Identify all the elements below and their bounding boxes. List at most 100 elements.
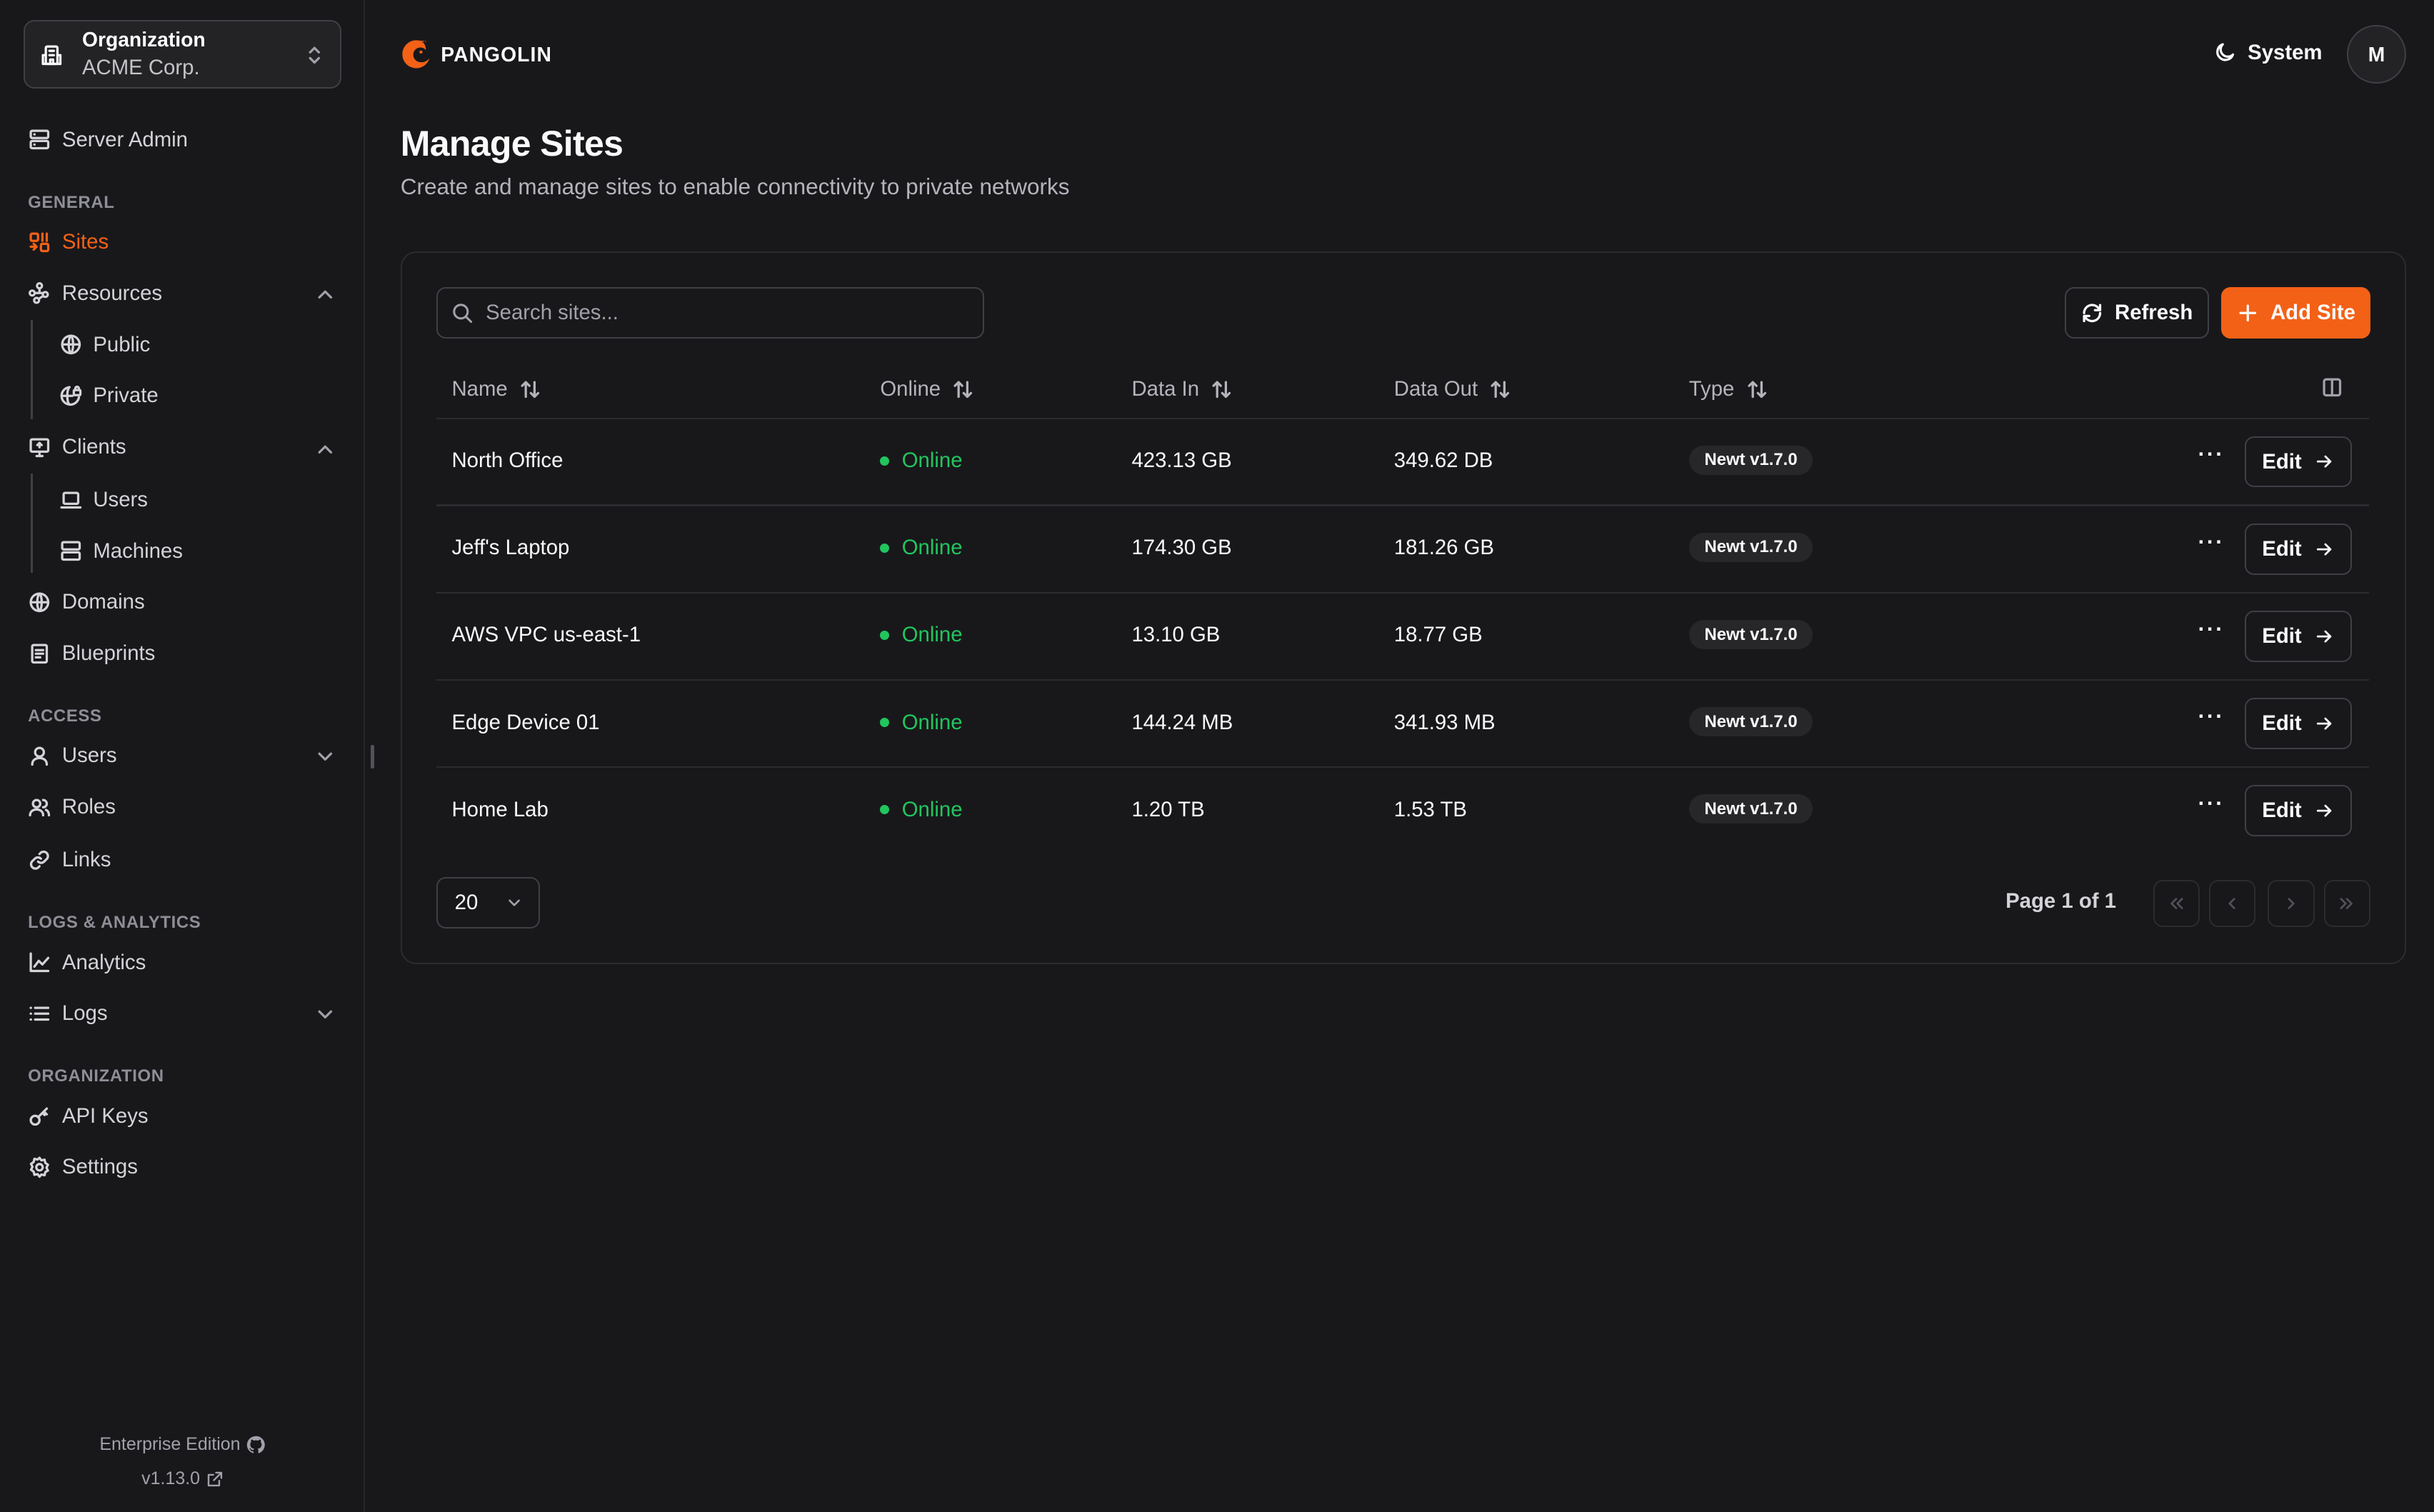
edit-button[interactable]: Edit xyxy=(2244,785,2352,837)
sidebar-item-resources[interactable]: Resources xyxy=(28,278,162,309)
site-name[interactable]: Home Lab xyxy=(451,797,549,821)
section-logs: LOGS & ANALYTICS xyxy=(28,913,201,932)
section-general: GENERAL xyxy=(28,192,115,212)
edit-button[interactable]: Edit xyxy=(2244,698,2352,749)
brand-logo[interactable]: PANGOLIN xyxy=(399,37,552,71)
first-page-button[interactable] xyxy=(2153,880,2200,927)
sidebar-item-machines[interactable]: Machines xyxy=(59,536,183,566)
add-site-button[interactable]: Add Site xyxy=(2221,287,2370,339)
more-actions-icon[interactable]: ··· xyxy=(2198,616,2225,641)
sidebar-item-links[interactable]: Links xyxy=(28,844,111,875)
sidebar-item-clients[interactable]: Clients xyxy=(28,431,126,462)
more-actions-icon[interactable]: ··· xyxy=(2198,704,2225,729)
divider xyxy=(436,417,2369,419)
header-label: Data In xyxy=(1131,377,1200,401)
chevron-down-icon[interactable] xyxy=(314,745,337,768)
sidebar-item-domains[interactable]: Domains xyxy=(28,587,145,618)
chevron-up-icon[interactable] xyxy=(314,283,337,306)
row-divider xyxy=(436,679,2369,681)
site-name[interactable]: Jeff's Laptop xyxy=(451,536,570,560)
site-name[interactable]: Edge Device 01 xyxy=(451,710,600,734)
previous-page-button[interactable] xyxy=(2208,880,2256,927)
more-actions-icon[interactable]: ··· xyxy=(2198,442,2225,467)
edit-button[interactable]: Edit xyxy=(2244,611,2352,662)
gear-icon xyxy=(29,1156,49,1178)
sidebar-item-users[interactable]: Users xyxy=(28,741,117,771)
edit-label: Edit xyxy=(2262,798,2302,823)
theme-toggle[interactable]: System xyxy=(2213,41,2323,65)
chevrons-right-icon xyxy=(2340,898,2353,909)
version-link[interactable]: v1.13.0 xyxy=(0,1468,365,1489)
globe-icon xyxy=(61,334,81,355)
label: Settings xyxy=(61,1155,138,1179)
site-name[interactable]: North Office xyxy=(451,449,564,473)
sites-icon xyxy=(29,232,50,252)
data-out: 18.77 GB xyxy=(1393,623,1483,647)
data-out: 349.62 DB xyxy=(1393,449,1493,473)
sidebar-resize-handle[interactable] xyxy=(371,745,374,768)
more-actions-icon[interactable]: ··· xyxy=(2198,529,2225,554)
sidebar-item-sites[interactable]: Sites xyxy=(28,226,109,257)
chevron-left-icon xyxy=(2228,898,2236,909)
label: Blueprints xyxy=(61,641,156,666)
last-page-button[interactable] xyxy=(2323,880,2370,927)
search-icon xyxy=(453,304,473,323)
chevrons-left-icon xyxy=(2170,898,2183,909)
sidebar-item-roles[interactable]: Roles xyxy=(28,791,116,822)
avatar[interactable]: M xyxy=(2347,24,2406,84)
column-header-data-in[interactable]: Data In xyxy=(1131,377,1233,401)
search-input[interactable]: Search sites... xyxy=(436,287,984,339)
site-name[interactable]: AWS VPC us-east-1 xyxy=(451,623,641,647)
sidebar-item-private[interactable]: Private xyxy=(59,381,159,411)
arrow-right-icon xyxy=(2316,456,2332,469)
link-icon xyxy=(29,850,49,870)
edition-link[interactable]: Enterprise Edition xyxy=(0,1434,365,1455)
sidebar-item-blueprints[interactable]: Blueprints xyxy=(28,638,155,669)
server-icon xyxy=(61,541,81,561)
type-badge: Newt v1.7.0 xyxy=(1688,532,1813,562)
key-icon xyxy=(29,1107,49,1126)
edit-label: Edit xyxy=(2262,711,2302,736)
page-size-select[interactable]: 20 xyxy=(436,877,541,928)
column-header-name[interactable]: Name xyxy=(451,377,541,401)
sidebar-item-api-keys[interactable]: API Keys xyxy=(28,1101,149,1131)
edit-label: Edit xyxy=(2262,624,2302,648)
data-out: 181.26 GB xyxy=(1393,536,1494,560)
label: Machines xyxy=(93,539,183,563)
chevron-right-icon xyxy=(2288,898,2295,909)
label: Server Admin xyxy=(61,127,188,151)
status-badge: Online xyxy=(880,536,963,560)
moon-icon xyxy=(2216,43,2235,61)
columns-icon[interactable] xyxy=(2320,376,2344,399)
org-switcher[interactable]: Organization ACME Corp. xyxy=(23,20,342,89)
edit-button[interactable]: Edit xyxy=(2244,436,2352,488)
label: Public xyxy=(93,332,151,356)
globe-icon xyxy=(29,592,50,613)
section-organization: ORGANIZATION xyxy=(28,1066,164,1086)
refresh-label: Refresh xyxy=(2115,300,2193,324)
edit-button[interactable]: Edit xyxy=(2244,523,2352,575)
row-divider xyxy=(436,591,2369,594)
sidebar-item-server-admin[interactable]: Server Admin xyxy=(28,124,188,155)
sidebar-item-public[interactable]: Public xyxy=(59,329,151,360)
column-header-type[interactable]: Type xyxy=(1689,377,1768,401)
edit-label: Edit xyxy=(2262,536,2302,561)
next-page-button[interactable] xyxy=(2268,880,2315,927)
more-actions-icon[interactable]: ··· xyxy=(2198,791,2225,816)
online-dot-icon xyxy=(880,543,890,553)
edit-label: Edit xyxy=(2262,449,2302,474)
sidebar-item-analytics[interactable]: Analytics xyxy=(28,947,146,978)
label: Links xyxy=(61,848,111,872)
sidebar-item-logs[interactable]: Logs xyxy=(28,998,108,1029)
refresh-button[interactable]: Refresh xyxy=(2064,287,2209,339)
column-header-online[interactable]: Online xyxy=(880,377,975,401)
label: Users xyxy=(61,744,117,768)
laptop-icon xyxy=(60,491,81,509)
sidebar-item-client-users[interactable]: Users xyxy=(59,484,148,515)
sites-card xyxy=(400,251,2406,964)
chevron-up-icon[interactable] xyxy=(314,438,337,461)
column-header-data-out[interactable]: Data Out xyxy=(1394,377,1512,401)
page-size-value: 20 xyxy=(454,890,479,914)
chevron-down-icon[interactable] xyxy=(314,1003,337,1026)
sidebar-item-settings[interactable]: Settings xyxy=(28,1152,138,1183)
